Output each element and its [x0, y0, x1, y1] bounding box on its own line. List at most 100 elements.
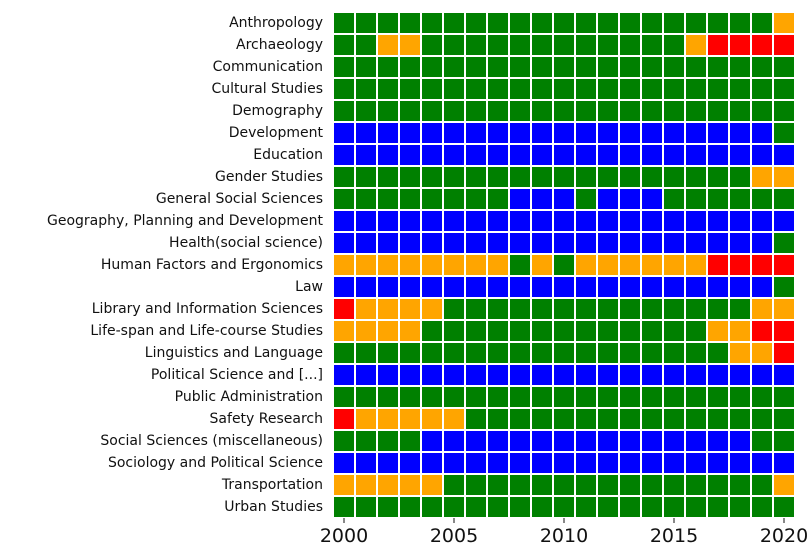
heatmap-cell — [596, 341, 620, 365]
heatmap-cell — [486, 55, 510, 79]
heatmap-cell — [332, 11, 356, 35]
heatmap-cell — [706, 231, 730, 255]
heatmap-cell — [552, 165, 576, 189]
heatmap-cell — [376, 165, 400, 189]
heatmap-cell — [552, 209, 576, 233]
heatmap-cell — [530, 77, 554, 101]
heatmap-cell — [442, 77, 466, 101]
heatmap-cell — [574, 99, 598, 123]
heatmap-cell — [662, 451, 686, 475]
heatmap-cell — [750, 341, 774, 365]
heatmap-cell — [640, 11, 664, 35]
heatmap-cell — [618, 297, 642, 321]
heatmap-cell — [772, 253, 796, 277]
heatmap-cell — [552, 187, 576, 211]
heatmap-cell — [684, 341, 708, 365]
heatmap-cell — [574, 187, 598, 211]
heatmap-cell — [640, 209, 664, 233]
heatmap-cell — [772, 55, 796, 79]
heatmap-cell — [486, 209, 510, 233]
heatmap-cell — [728, 407, 752, 431]
heatmap-cell — [332, 429, 356, 453]
heatmap-cell — [552, 55, 576, 79]
heatmap-cell — [442, 187, 466, 211]
heatmap-cell — [684, 99, 708, 123]
heatmap-cell — [464, 363, 488, 387]
y-tick-label: Health(social science) — [169, 235, 323, 251]
heatmap-cell — [420, 363, 444, 387]
heatmap-cell — [662, 407, 686, 431]
heatmap-cell — [464, 341, 488, 365]
x-tick-label: 2015 — [650, 525, 698, 544]
heatmap-cell — [398, 297, 422, 321]
heatmap-cell — [376, 451, 400, 475]
heatmap-cell — [684, 253, 708, 277]
heatmap-cell — [662, 253, 686, 277]
heatmap-cell — [508, 473, 532, 497]
heatmap-cell — [420, 231, 444, 255]
heatmap-cell — [684, 187, 708, 211]
heatmap-cell — [376, 231, 400, 255]
heatmap-cell — [354, 77, 378, 101]
heatmap-cell — [640, 297, 664, 321]
heatmap-cell — [728, 209, 752, 233]
heatmap-cell — [618, 187, 642, 211]
heatmap-cell — [640, 407, 664, 431]
heatmap-cell — [354, 99, 378, 123]
heatmap-cell — [354, 319, 378, 343]
heatmap-cell — [442, 429, 466, 453]
heatmap-cell — [442, 121, 466, 145]
heatmap-cell — [508, 451, 532, 475]
heatmap-cell — [332, 319, 356, 343]
heatmap-cell — [618, 55, 642, 79]
y-tick-label: Law — [295, 279, 323, 295]
heatmap-cell — [772, 143, 796, 167]
heatmap-cell — [420, 77, 444, 101]
heatmap-cell — [684, 165, 708, 189]
heatmap-cell — [486, 385, 510, 409]
heatmap-cell — [332, 231, 356, 255]
heatmap-cell — [772, 429, 796, 453]
y-tick-label: Demography — [232, 103, 323, 119]
heatmap-cell — [750, 253, 774, 277]
heatmap-cell — [552, 473, 576, 497]
heatmap-cell — [574, 429, 598, 453]
heatmap-cell — [376, 121, 400, 145]
heatmap-cell — [640, 165, 664, 189]
heatmap-cell — [442, 11, 466, 35]
heatmap-cell — [420, 33, 444, 57]
heatmap-cell — [728, 253, 752, 277]
heatmap-cell — [508, 165, 532, 189]
heatmap-cell — [398, 385, 422, 409]
heatmap-cell — [574, 77, 598, 101]
heatmap-cell — [772, 231, 796, 255]
heatmap-cell — [332, 33, 356, 57]
heatmap-cell — [640, 363, 664, 387]
heatmap-cell — [728, 341, 752, 365]
heatmap-cell — [398, 77, 422, 101]
y-tick-label: Social Sciences (miscellaneous) — [100, 433, 323, 449]
heatmap-cell — [420, 451, 444, 475]
heatmap-cell — [464, 385, 488, 409]
heatmap-cell — [728, 99, 752, 123]
heatmap-cell — [728, 33, 752, 57]
heatmap-cell — [442, 451, 466, 475]
heatmap-cell — [508, 429, 532, 453]
heatmap-cell — [420, 143, 444, 167]
heatmap-cell — [398, 231, 422, 255]
heatmap-cell — [772, 495, 796, 519]
heatmap-cell — [684, 55, 708, 79]
heatmap-cell — [706, 33, 730, 57]
heatmap-cell — [728, 495, 752, 519]
heatmap-cell — [596, 495, 620, 519]
heatmap-cell — [398, 33, 422, 57]
heatmap-cell — [618, 385, 642, 409]
heatmap-cell — [728, 473, 752, 497]
y-tick-label: Archaeology — [236, 37, 323, 53]
heatmap-cell — [640, 429, 664, 453]
heatmap-cell — [618, 231, 642, 255]
heatmap-cell — [640, 77, 664, 101]
heatmap-cell — [552, 341, 576, 365]
heatmap-cell — [662, 275, 686, 299]
heatmap-cell — [662, 143, 686, 167]
